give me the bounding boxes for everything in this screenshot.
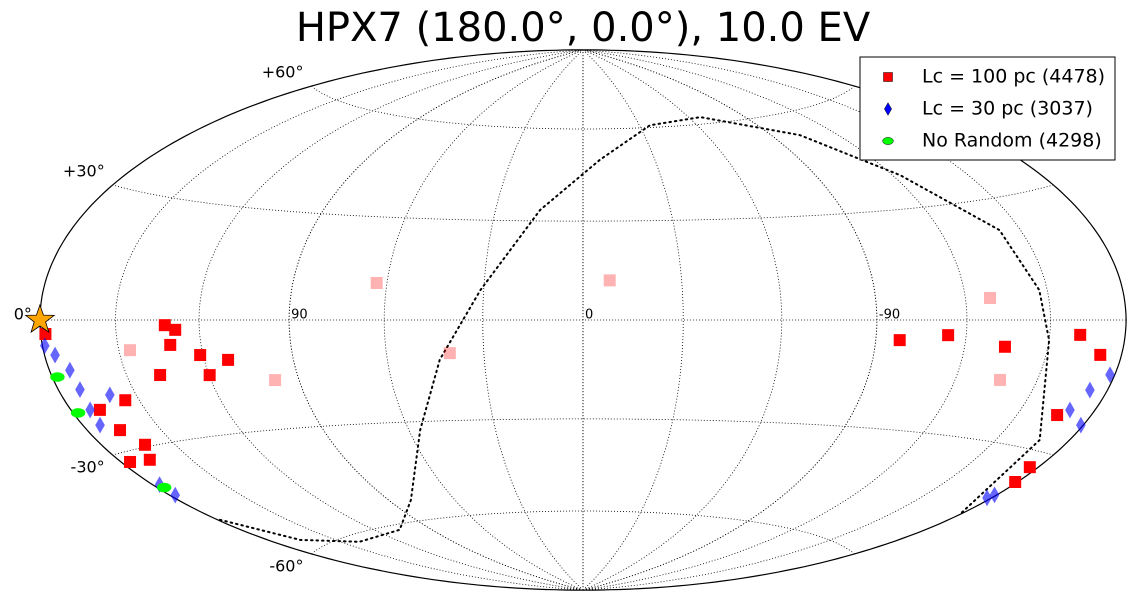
point xyxy=(1076,416,1086,434)
legend-label: Lc = 30 pc (3037) xyxy=(922,98,1093,120)
y-tick-label: +30° xyxy=(63,161,105,180)
point xyxy=(156,482,172,493)
point xyxy=(119,394,132,407)
legend-box xyxy=(859,56,1116,161)
point xyxy=(124,455,137,468)
point xyxy=(123,344,136,357)
marks xyxy=(24,116,1115,543)
grid xyxy=(39,49,1127,591)
map-outline xyxy=(39,49,1127,591)
point xyxy=(95,416,105,434)
point xyxy=(170,486,181,504)
point xyxy=(269,374,282,387)
point xyxy=(883,72,893,82)
point xyxy=(65,361,75,379)
point xyxy=(158,319,171,332)
legend-label: No Random (4298) xyxy=(922,130,1102,152)
point xyxy=(203,369,216,382)
point xyxy=(982,489,992,507)
point xyxy=(603,274,616,287)
y-tick-label: -30° xyxy=(71,458,105,477)
point xyxy=(998,340,1011,353)
point xyxy=(70,408,86,418)
point xyxy=(1105,366,1115,384)
point xyxy=(93,403,106,416)
point xyxy=(370,276,383,289)
point xyxy=(942,329,955,342)
point xyxy=(50,346,60,364)
point xyxy=(164,338,177,351)
point xyxy=(39,337,50,355)
point xyxy=(884,102,892,116)
point xyxy=(1051,409,1064,422)
y-tick-label: +60° xyxy=(262,63,304,82)
point xyxy=(85,401,95,419)
point xyxy=(222,353,235,366)
point xyxy=(1023,461,1036,474)
point xyxy=(50,372,65,382)
chart-title: HPX7 (180.0°, 0.0°), 10.0 EV xyxy=(296,5,871,51)
point xyxy=(882,137,894,145)
point xyxy=(1094,348,1107,361)
y-tick-label: 0° xyxy=(14,305,32,324)
point xyxy=(1009,475,1022,488)
point xyxy=(105,386,115,404)
point xyxy=(194,349,207,362)
x-tick-label: -90 xyxy=(879,308,900,323)
point xyxy=(1074,328,1087,341)
meridian xyxy=(582,49,1051,591)
point xyxy=(114,424,127,437)
point xyxy=(154,369,167,382)
point xyxy=(143,453,156,466)
source-marker xyxy=(24,303,56,334)
point xyxy=(169,323,182,336)
point xyxy=(139,438,152,451)
x-tick-label: 0 xyxy=(585,308,593,323)
point xyxy=(984,291,997,304)
point xyxy=(989,486,1000,504)
point xyxy=(994,373,1007,386)
meridian xyxy=(115,49,584,591)
legend: Lc = 100 pc (4478) Lc = 30 pc (3037) No Ra… xyxy=(859,56,1116,161)
parallel xyxy=(112,184,1054,222)
point xyxy=(893,334,906,347)
legend-label: Lc = 100 pc (4478) xyxy=(922,66,1105,88)
labels: +60° +30° 0° -30° -60° 90 0 -90 xyxy=(14,63,900,576)
parallel xyxy=(311,85,855,130)
parallel xyxy=(112,418,1054,456)
reference-curve xyxy=(219,116,1051,543)
point xyxy=(443,347,456,360)
y-tick-label: -60° xyxy=(269,556,303,575)
point xyxy=(1065,401,1075,419)
parallel xyxy=(311,510,855,555)
point xyxy=(1085,381,1095,399)
point xyxy=(75,381,85,399)
x-tick-label: 90 xyxy=(291,308,308,323)
